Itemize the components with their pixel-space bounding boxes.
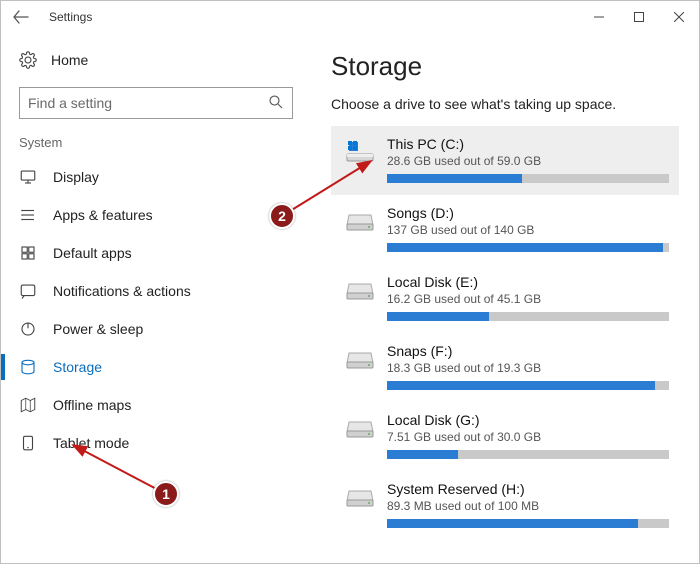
drive-list: This PC (C:) 28.6 GB used out of 59.0 GB S… [331,126,679,540]
drive-system-icon [345,140,375,164]
sidebar-item-label: Apps & features [53,207,153,223]
sidebar-item-label: Default apps [53,245,132,261]
sidebar-item-default-apps[interactable]: Default apps [1,234,311,272]
drive-icon [345,278,375,302]
sidebar-item-apps-features[interactable]: Apps & features [1,196,311,234]
sidebar-item-label: Power & sleep [53,321,143,337]
drive-progress [387,519,669,528]
drive-body: Local Disk (G:) 7.51 GB used out of 30.0 … [387,412,669,459]
drive-usage-text: 16.2 GB used out of 45.1 GB [387,292,669,306]
close-button[interactable] [659,3,699,31]
drive-icon [345,485,375,509]
drive-icon [345,347,375,371]
search-input[interactable] [19,87,293,119]
back-arrow-icon [13,9,29,25]
sidebar-item-label: Storage [53,359,102,375]
body-area: Home System Display Apps & features Defaul… [1,33,699,563]
sidebar-item-display[interactable]: Display [1,158,311,196]
sidebar-item-storage[interactable]: Storage [1,348,311,386]
drive-usage-text: 18.3 GB used out of 19.3 GB [387,361,669,375]
search-icon [267,93,285,116]
drive-title: This PC (C:) [387,136,669,152]
drive-progress [387,450,669,459]
power-icon [19,320,37,338]
drive-usage-text: 137 GB used out of 140 GB [387,223,669,237]
drive-progress-fill [387,243,663,252]
sidebar-item-label: Display [53,169,99,185]
maps-icon [19,396,37,414]
sidebar-item-label: Tablet mode [53,435,129,451]
apps-icon [19,206,37,224]
drive-item[interactable]: Songs (D:) 137 GB used out of 140 GB [331,195,679,264]
window-title: Settings [49,10,92,24]
home-label: Home [51,52,88,68]
sidebar-item-tablet-mode[interactable]: Tablet mode [1,424,311,462]
drive-item[interactable]: Local Disk (E:) 16.2 GB used out of 45.1 … [331,264,679,333]
settings-window: Settings Home [0,0,700,564]
drive-progress-fill [387,312,489,321]
drive-item[interactable]: Local Disk (G:) 7.51 GB used out of 30.0 … [331,402,679,471]
nav-list: Display Apps & features Default apps Notifi… [1,158,311,462]
display-icon [19,168,37,186]
maximize-icon [634,12,644,22]
minimize-icon [594,12,604,22]
close-icon [674,12,684,22]
annotation-marker: 1 [153,481,179,507]
sidebar-section-label: System [1,131,311,158]
drive-item[interactable]: Snaps (F:) 18.3 GB used out of 19.3 GB [331,333,679,402]
drive-title: System Reserved (H:) [387,481,669,497]
drive-icon [345,209,375,233]
drive-body: This PC (C:) 28.6 GB used out of 59.0 GB [387,136,669,183]
notifications-icon [19,282,37,300]
drive-progress [387,243,669,252]
drive-progress-fill [387,381,655,390]
drive-title: Snaps (F:) [387,343,669,359]
sidebar-item-power-sleep[interactable]: Power & sleep [1,310,311,348]
drive-body: System Reserved (H:) 89.3 MB used out of … [387,481,669,528]
drive-usage-text: 28.6 GB used out of 59.0 GB [387,154,669,168]
drive-title: Songs (D:) [387,205,669,221]
sidebar-item-label: Offline maps [53,397,131,413]
drive-body: Songs (D:) 137 GB used out of 140 GB [387,205,669,252]
titlebar-left: Settings [9,5,92,29]
sidebar-item-label: Notifications & actions [53,283,191,299]
page-title: Storage [331,51,679,82]
sidebar-item-notifications-actions[interactable]: Notifications & actions [1,272,311,310]
drive-usage-text: 7.51 GB used out of 30.0 GB [387,430,669,444]
search-wrap [19,87,293,119]
drive-item[interactable]: This PC (C:) 28.6 GB used out of 59.0 GB [331,126,679,195]
titlebar: Settings [1,1,699,33]
sidebar-item-offline-maps[interactable]: Offline maps [1,386,311,424]
drive-progress [387,381,669,390]
drive-progress-fill [387,519,638,528]
storage-icon [19,358,37,376]
maximize-button[interactable] [619,3,659,31]
drive-title: Local Disk (G:) [387,412,669,428]
drive-progress [387,174,669,183]
window-controls [579,3,699,31]
drive-usage-text: 89.3 MB used out of 100 MB [387,499,669,513]
drive-progress [387,312,669,321]
sidebar: Home System Display Apps & features Defaul… [1,33,311,563]
minimize-button[interactable] [579,3,619,31]
drive-title: Local Disk (E:) [387,274,669,290]
page-subtitle: Choose a drive to see what's taking up s… [331,96,679,112]
drive-icon [345,416,375,440]
drive-item[interactable]: System Reserved (H:) 89.3 MB used out of … [331,471,679,540]
back-button[interactable] [9,5,33,29]
gear-icon [19,51,37,69]
annotation-marker: 2 [269,203,295,229]
drive-progress-fill [387,174,522,183]
home-link[interactable]: Home [1,41,311,79]
default-apps-icon [19,244,37,262]
drive-body: Local Disk (E:) 16.2 GB used out of 45.1 … [387,274,669,321]
tablet-icon [19,434,37,452]
drive-body: Snaps (F:) 18.3 GB used out of 19.3 GB [387,343,669,390]
drive-progress-fill [387,450,458,459]
main-panel: Storage Choose a drive to see what's tak… [311,33,699,563]
